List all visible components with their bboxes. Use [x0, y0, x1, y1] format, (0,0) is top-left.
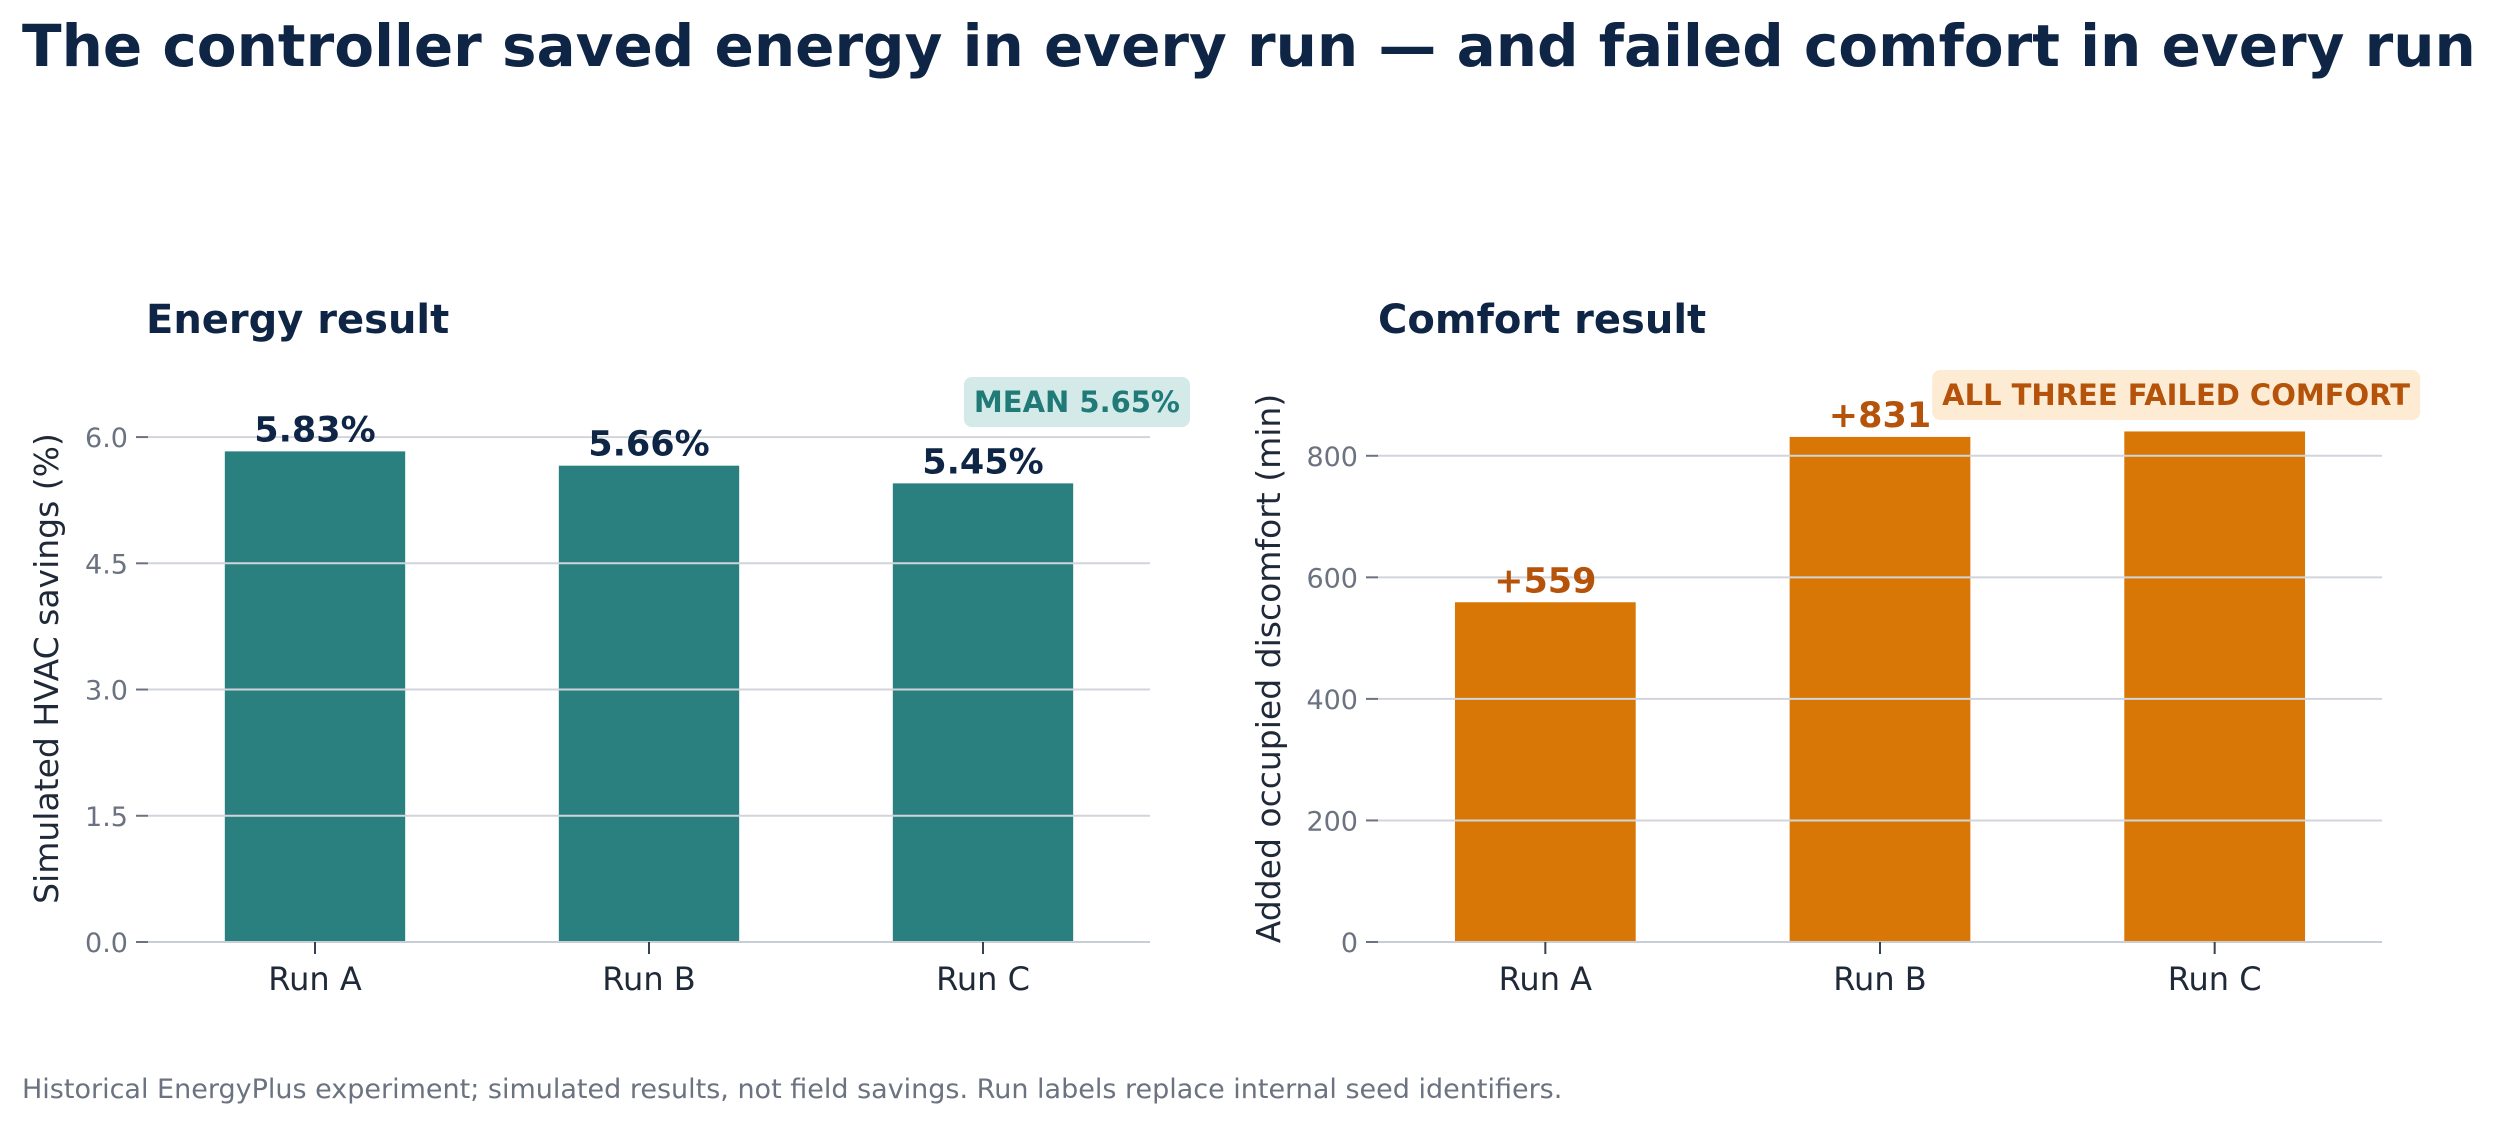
footnote: Historical EnergyPlus experiment; simula…	[22, 1074, 1563, 1105]
comfort-y-tick-label: 800	[1306, 442, 1358, 473]
comfort-x-tick-label: Run A	[1499, 960, 1593, 998]
energy-panel-title: Energy result	[146, 297, 449, 343]
energy-data-label: 5.45%	[922, 442, 1043, 482]
energy-y-tick-label: 3.0	[85, 676, 128, 707]
comfort-y-tick-label: 600	[1306, 563, 1358, 594]
comfort-bar	[2124, 431, 2306, 942]
chart-title: The controller saved energy in every run…	[22, 12, 2476, 80]
comfort-y-axis-label: Added occupied discomfort (min)	[1249, 394, 1288, 943]
energy-y-tick-label: 1.5	[85, 802, 128, 833]
comfort-data-label: +831	[1829, 396, 1931, 436]
comfort-x-tick-label: Run C	[2168, 960, 2262, 998]
comfort-panel-title: Comfort result	[1378, 297, 1706, 343]
comfort-bar	[1454, 602, 1636, 942]
comfort-callout: ALL THREE FAILED COMFORT	[1932, 370, 2421, 420]
energy-x-tick-label: Run B	[602, 960, 695, 998]
comfort-y-tick-label: 400	[1306, 685, 1358, 716]
energy-y-tick-label: 4.5	[85, 549, 128, 580]
energy-x-tick-label: Run C	[936, 960, 1030, 998]
energy-bar	[558, 465, 740, 942]
energy-chart: Energy result Simulated HVAC savings (%) 0…	[27, 297, 1190, 998]
energy-y-axis-label: Simulated HVAC savings (%)	[27, 433, 66, 904]
comfort-chart: Comfort result Added occupied discomfort …	[1249, 297, 2421, 998]
energy-bar	[224, 451, 406, 942]
comfort-y-tick-label: 200	[1306, 806, 1358, 837]
comfort-x-tick-label: Run B	[1833, 960, 1926, 998]
comfort-data-label: +559	[1494, 561, 1596, 601]
energy-y-tick-label: 6.0	[85, 423, 128, 454]
comfort-y-tick-label: 0	[1341, 928, 1358, 959]
energy-bar	[892, 483, 1074, 942]
energy-callout-text: MEAN 5.65%	[974, 385, 1180, 419]
comfort-callout-text: ALL THREE FAILED COMFORT	[1942, 378, 2410, 412]
energy-y-tick-label: 0.0	[85, 928, 128, 959]
energy-data-label: 5.83%	[254, 410, 375, 450]
energy-x-tick-label: Run A	[268, 960, 362, 998]
comfort-bar	[1789, 436, 1971, 942]
energy-callout-box	[963, 377, 1190, 427]
energy-data-label: 5.66%	[588, 425, 709, 465]
energy-callout: MEAN 5.65%	[963, 377, 1190, 427]
comfort-callout-box	[1932, 370, 2421, 420]
